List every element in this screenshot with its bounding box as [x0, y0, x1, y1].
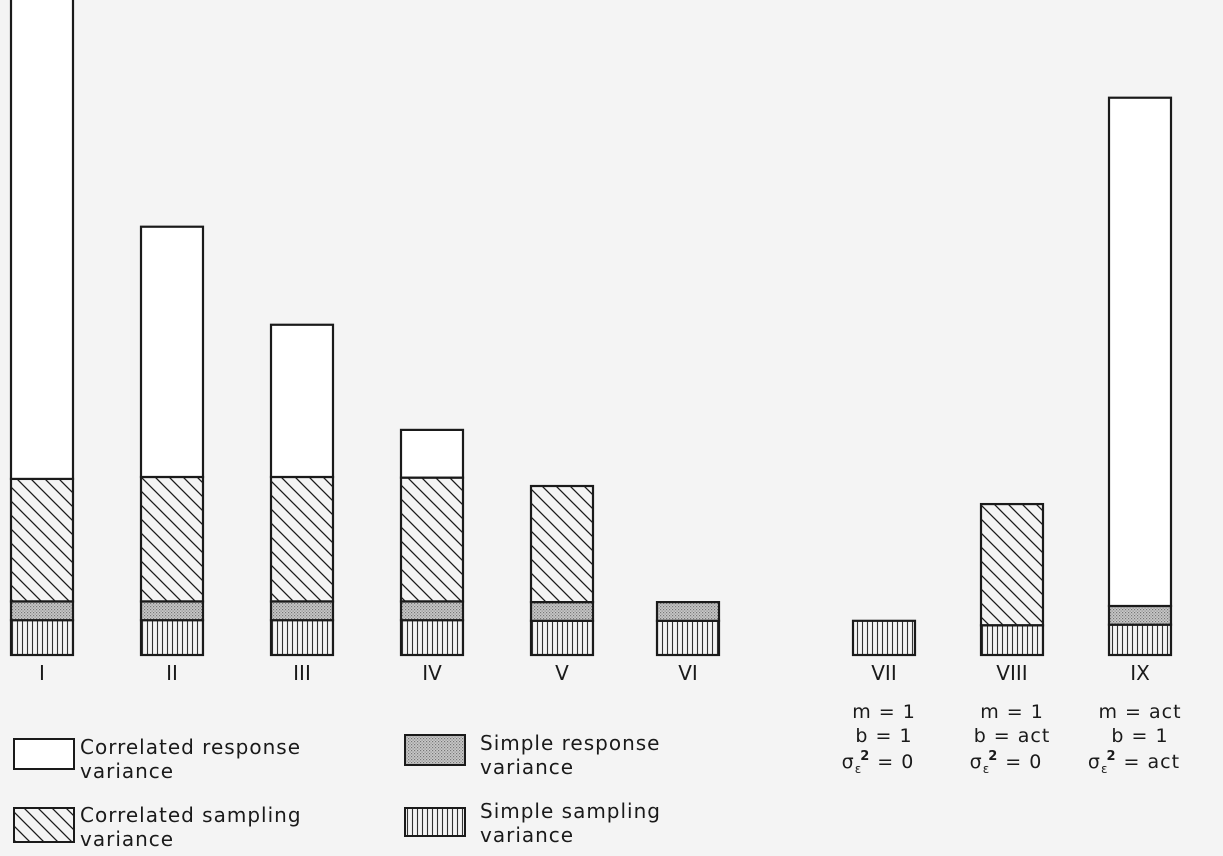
category-label-I: I	[39, 661, 45, 685]
bar-I	[9, 0, 75, 657]
legend-swatch-simple-response	[404, 734, 466, 766]
param-b-VII: b = 1	[855, 725, 912, 747]
bar-IV-correlated-sampling	[399, 476, 465, 603]
param-m-VIII: m = 1	[980, 701, 1044, 723]
bar-V	[529, 484, 595, 657]
bar-I-correlated-sampling	[9, 477, 75, 603]
param-sigma-IX: σε2 = act	[1088, 749, 1180, 776]
bar-V-simple-response	[529, 601, 595, 622]
legend-label-simple-response-line1: Simple response	[480, 731, 661, 755]
legend-label-correlated-sampling-line1: Correlated sampling	[80, 803, 302, 827]
bar-V-simple-sampling	[529, 619, 595, 657]
param-b-VIII: b = act	[974, 725, 1051, 747]
bar-IV-simple-response	[399, 600, 465, 622]
legend-swatch-simple-sampling	[404, 807, 466, 837]
bar-III-correlated-sampling	[269, 475, 335, 603]
legend-label-simple-response-line2: variance	[480, 755, 574, 779]
category-label-IV: IV	[422, 661, 442, 685]
param-m-IX: m = act	[1098, 701, 1181, 723]
bar-IX-simple-sampling	[1107, 623, 1173, 657]
category-label-IX: IX	[1130, 661, 1150, 685]
legend-label-correlated-sampling-line2: variance	[80, 827, 174, 851]
category-label-III: III	[293, 661, 311, 685]
bar-I-simple-sampling	[9, 619, 75, 657]
legend-label-correlated-response-line2: variance	[80, 759, 174, 783]
bar-I-correlated-response	[9, 0, 75, 481]
param-m-VII: m = 1	[852, 701, 916, 723]
bar-II-simple-response	[139, 600, 205, 622]
bar-III-correlated-response	[269, 323, 335, 479]
legend-item-correlated-response: Correlated response variance	[13, 735, 301, 783]
bar-VIII-simple-sampling	[979, 624, 1045, 657]
legend-item-simple-sampling: Simple sampling variance	[404, 799, 661, 847]
bars-group	[9, 0, 1173, 657]
bar-VII	[851, 619, 917, 657]
bar-III-simple-sampling	[269, 619, 335, 657]
bar-II-simple-sampling	[139, 619, 205, 657]
bar-I-simple-response	[9, 600, 75, 622]
bar-II-correlated-response	[139, 225, 205, 479]
bar-IV-correlated-response	[399, 428, 465, 479]
bar-VII-simple-sampling	[851, 619, 917, 657]
bar-IX-simple-response	[1107, 604, 1173, 626]
legend-swatch-correlated-response	[13, 738, 75, 770]
legend-label-correlated-response-line1: Correlated response	[80, 735, 301, 759]
legend-item-simple-response: Simple response variance	[404, 731, 661, 779]
legend-item-correlated-sampling: Correlated sampling variance	[13, 803, 302, 851]
bar-VI-simple-response	[655, 601, 721, 622]
bar-VIII-correlated-sampling	[979, 502, 1045, 627]
legend-label-simple-sampling-line2: variance	[480, 823, 574, 847]
category-label-VI: VI	[678, 661, 698, 685]
legend: Correlated response variance Simple resp…	[13, 731, 661, 851]
legend-label-simple-sampling-line1: Simple sampling	[480, 799, 661, 823]
category-label-VIII: VIII	[996, 661, 1027, 685]
bar-V-correlated-sampling	[529, 484, 595, 604]
bar-IV-simple-sampling	[399, 619, 465, 657]
bar-III	[269, 323, 335, 657]
bar-VIII	[979, 502, 1045, 657]
category-label-VII: VII	[871, 661, 896, 685]
param-b-IX: b = 1	[1111, 725, 1168, 747]
bar-IX-correlated-response	[1107, 96, 1173, 608]
bar-IV	[399, 428, 465, 657]
bar-VI	[655, 601, 721, 657]
param-sigma-VIII: σε2 = 0	[970, 749, 1043, 776]
param-sigma-VII: σε2 = 0	[842, 749, 915, 776]
bar-II-correlated-sampling	[139, 475, 205, 603]
category-label-V: V	[555, 661, 569, 685]
category-label-II: II	[166, 661, 178, 685]
category-labels: I II III IV V VI VII VIII IX	[39, 661, 1150, 685]
bar-II	[139, 225, 205, 657]
bar-III-simple-response	[269, 600, 335, 622]
bar-VI-simple-sampling	[655, 619, 721, 657]
legend-swatch-correlated-sampling	[13, 807, 75, 843]
bar-IX	[1107, 96, 1173, 657]
